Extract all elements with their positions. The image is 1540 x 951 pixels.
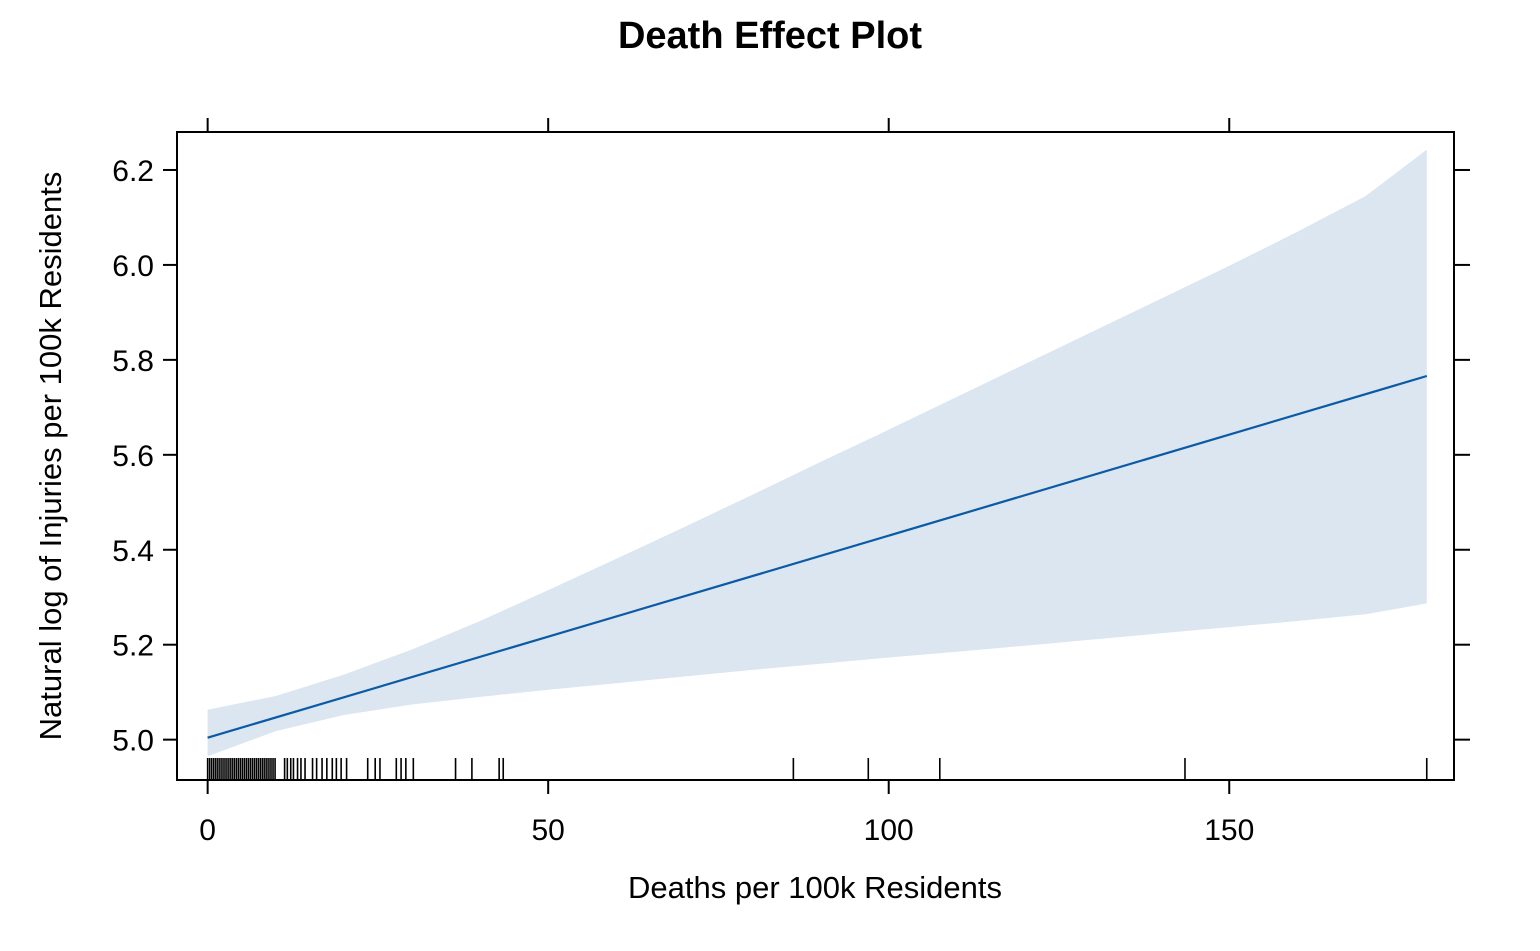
x-tick-label-3: 150 bbox=[1204, 814, 1254, 847]
x-tick-label-1: 50 bbox=[531, 814, 564, 847]
y-axis-label: Natural log of Injuries per 100k Residen… bbox=[33, 172, 68, 741]
y-tick-label-6: 6.2 bbox=[112, 155, 154, 188]
plot-frame bbox=[176, 131, 1455, 781]
y-tick-label-5: 6.0 bbox=[112, 250, 154, 283]
confidence-band-layer bbox=[207, 149, 1427, 757]
y-tick-label-3: 5.6 bbox=[112, 440, 154, 473]
x-tick-label-2: 100 bbox=[864, 814, 914, 847]
x-tick-label-0: 0 bbox=[199, 814, 216, 847]
chart-title: Death Effect Plot bbox=[618, 15, 922, 57]
y-tick-label-0: 5.0 bbox=[112, 725, 154, 758]
y-tick-label-1: 5.2 bbox=[112, 630, 154, 663]
fit-line-layer bbox=[207, 374, 1428, 739]
y-tick-label-2: 5.4 bbox=[112, 535, 154, 568]
confidence-band bbox=[207, 149, 1427, 757]
x-axis-label: Deaths per 100k Residents bbox=[628, 870, 1002, 905]
axis-layer: 0 50 100 150 5.0 5.2 5.4 5.6 5.8 6.0 6.2 bbox=[112, 118, 1470, 847]
fit-line-0 bbox=[207, 374, 1428, 739]
rug-layer bbox=[206, 758, 1428, 780]
y-tick-label-4: 5.8 bbox=[112, 345, 154, 378]
